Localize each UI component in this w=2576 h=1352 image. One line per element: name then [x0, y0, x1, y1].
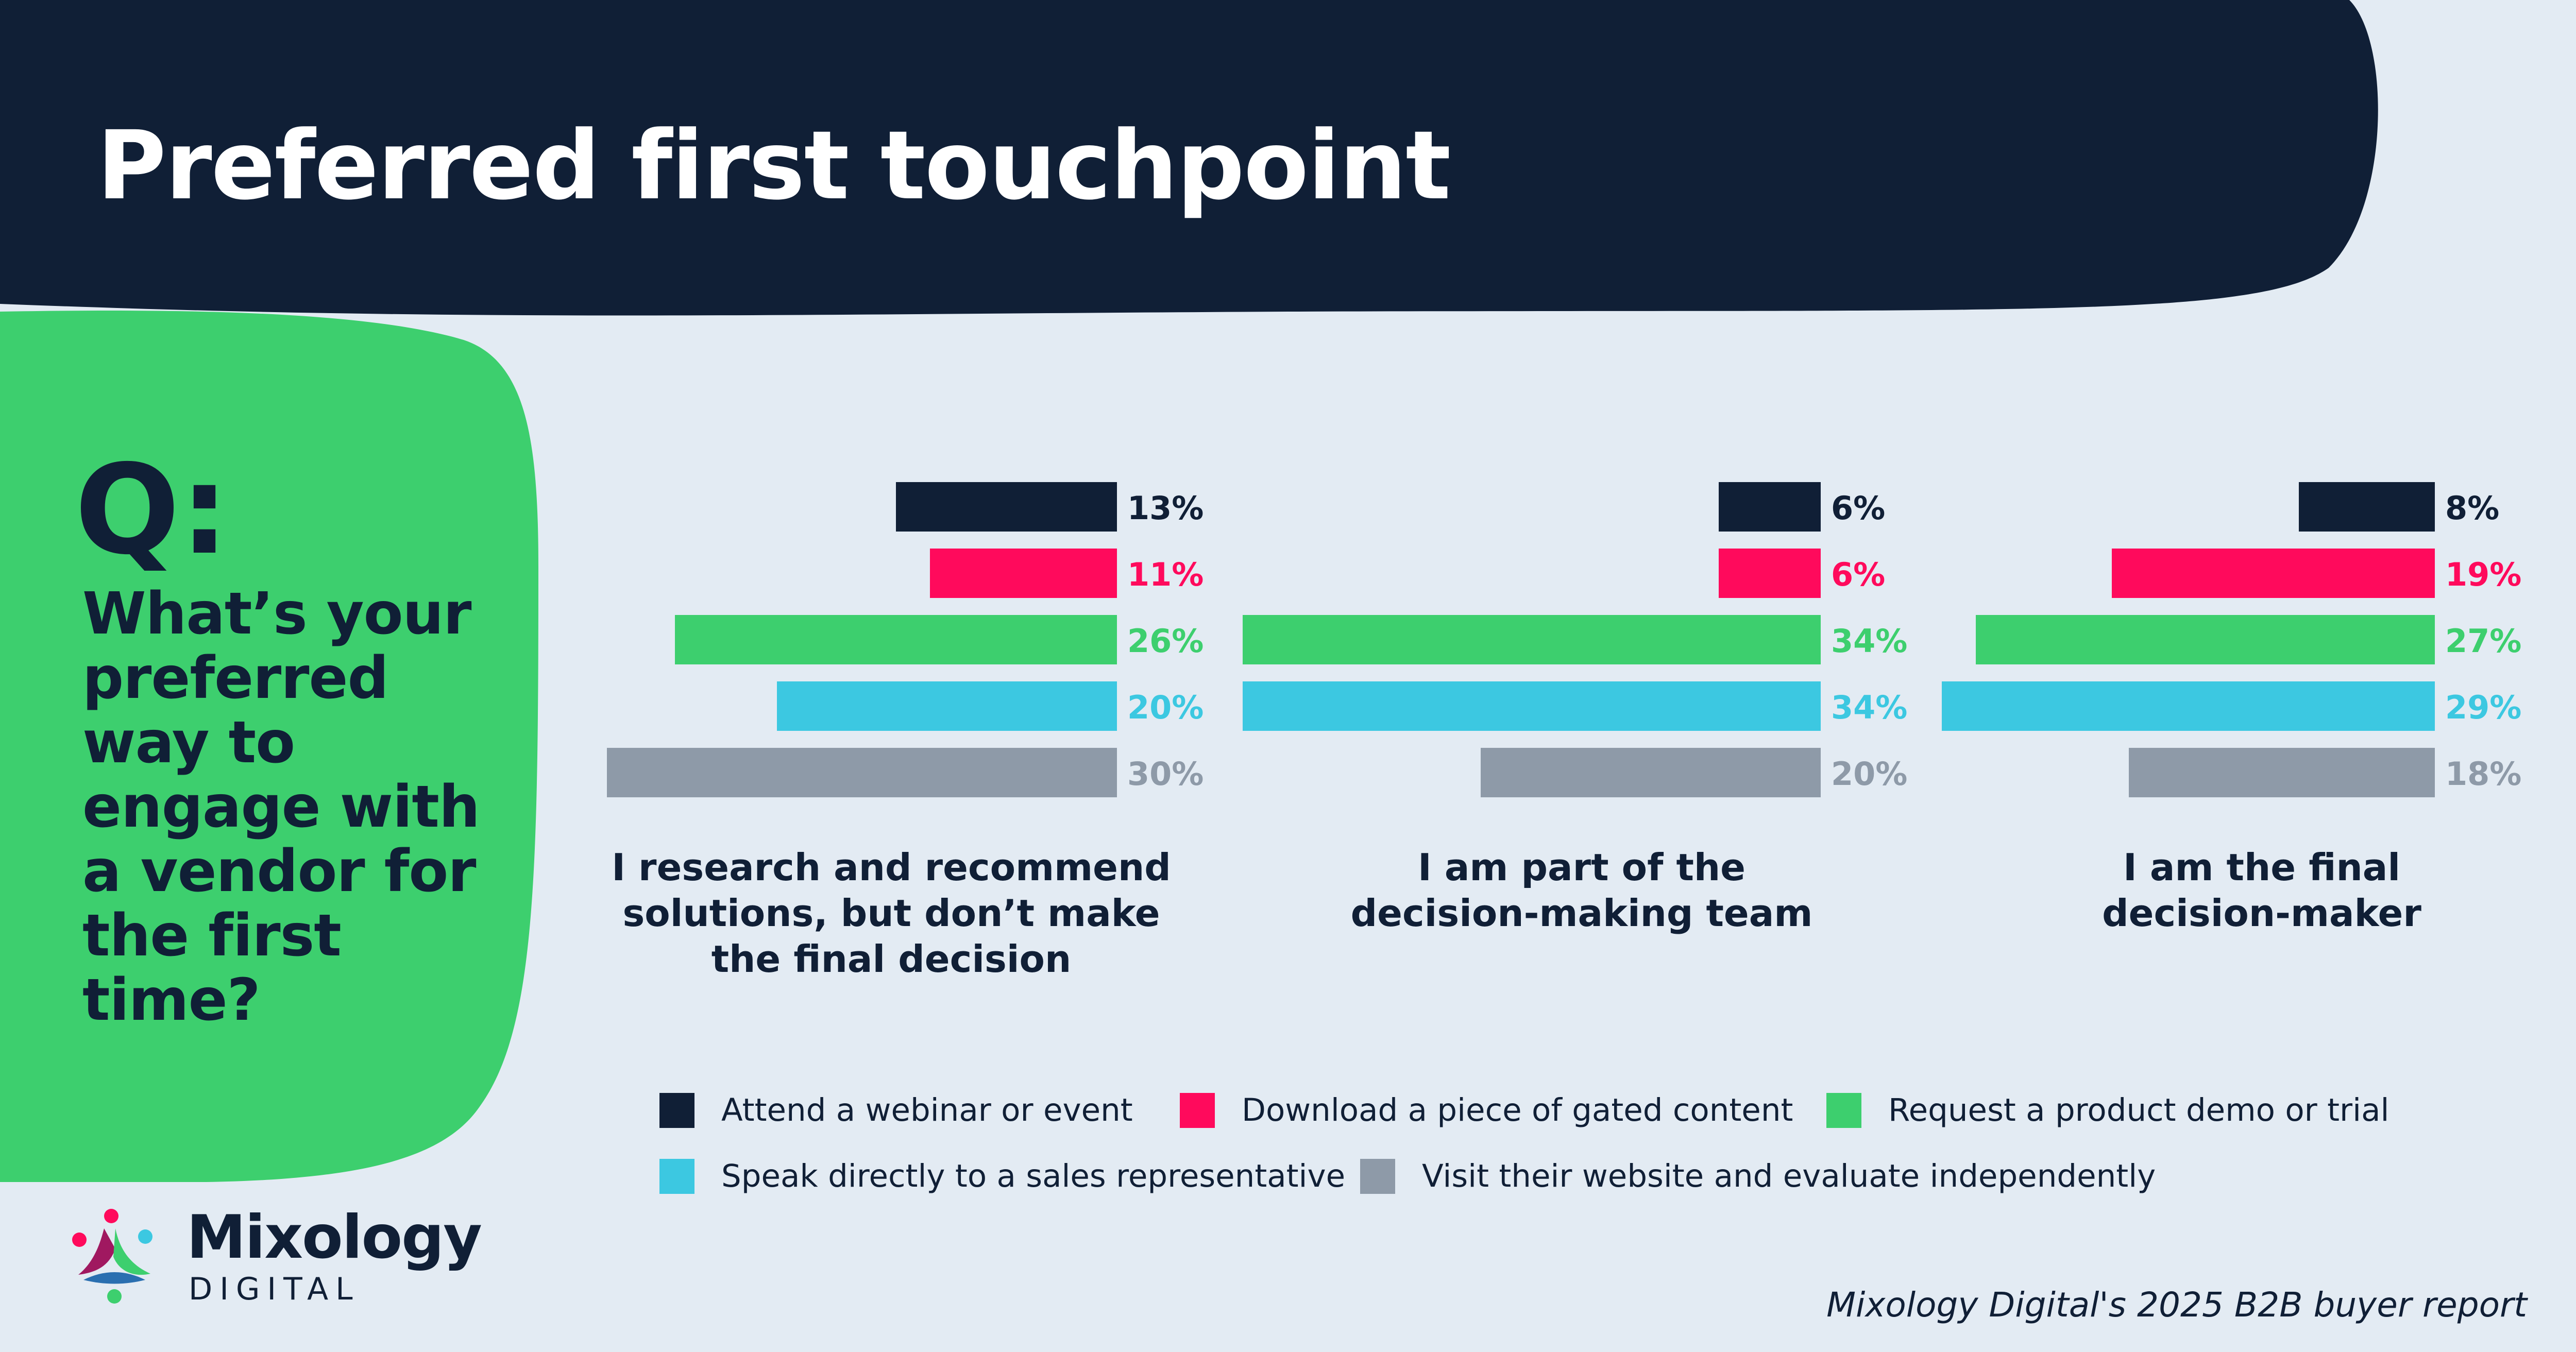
legend-swatch-website: [1360, 1158, 1395, 1194]
legend-item-website: Visit their website and evaluate indepen…: [1360, 1158, 2156, 1194]
question-marker: Q:: [75, 438, 229, 582]
value-label-final-sales-rep: 29%: [2445, 689, 2521, 726]
value-label-team-website: 20%: [1831, 755, 1907, 793]
value-label-team-gated-content: 6%: [1831, 556, 1885, 593]
legend-label-website: Visit their website and evaluate indepen…: [1422, 1158, 2156, 1194]
bar-final-gated-content: [2112, 549, 2435, 598]
logo-wordmark: Mixology: [187, 1203, 482, 1272]
bar-researcher-webinar: [896, 482, 1117, 532]
bar-final-webinar: [2299, 482, 2435, 532]
bar-team-sales-rep: [1243, 681, 1821, 731]
logo-mark-icon: [72, 1209, 152, 1304]
legend-swatch-sales-rep: [659, 1158, 694, 1194]
bar-final-website: [2129, 748, 2435, 797]
value-label-team-demo: 34%: [1831, 622, 1907, 660]
bar-researcher-website: [607, 748, 1117, 797]
legend-item-sales-rep: Speak directly to a sales representative: [659, 1158, 1345, 1194]
bar-team-webinar: [1719, 482, 1821, 532]
question-text: What’s your preferred way to engage with…: [82, 580, 480, 1034]
question-panel: [0, 311, 538, 1183]
legend-label-sales-rep: Speak directly to a sales representative: [721, 1158, 1346, 1194]
bar-researcher-gated-content: [930, 549, 1117, 598]
logo-subtitle: DIGITAL: [189, 1271, 360, 1307]
value-label-researcher-website: 30%: [1127, 755, 1204, 793]
group-label-researcher: I research and recommend solutions, but …: [612, 846, 1171, 981]
value-label-researcher-webinar: 13%: [1127, 489, 1204, 527]
legend-swatch-gated-content: [1180, 1092, 1215, 1128]
value-label-researcher-gated-content: 11%: [1127, 556, 1204, 593]
group-label-final: I am the final decision-maker: [2102, 846, 2421, 935]
value-label-final-webinar: 8%: [2445, 489, 2499, 527]
bar-team-gated-content: [1719, 549, 1821, 598]
page-title: Preferred first touchpoint: [97, 111, 1451, 221]
legend-label-gated-content: Download a piece of gated content: [1242, 1092, 1793, 1128]
legend-swatch-webinar: [659, 1092, 694, 1128]
legend-item-webinar: Attend a webinar or event: [659, 1092, 1133, 1128]
bar-researcher-sales-rep: [777, 681, 1117, 731]
value-label-final-gated-content: 19%: [2445, 556, 2521, 593]
bar-final-demo: [1976, 615, 2435, 664]
source-note: Mixology Digital's 2025 B2B buyer report: [1826, 1285, 2527, 1325]
bar-team-website: [1481, 748, 1821, 797]
legend-label-webinar: Attend a webinar or event: [721, 1092, 1133, 1128]
bar-final-sales-rep: [1942, 681, 2435, 731]
bar-team-demo: [1243, 615, 1821, 664]
value-label-team-sales-rep: 34%: [1831, 689, 1907, 726]
legend-item-demo: Request a product demo or trial: [1826, 1092, 2389, 1128]
value-label-researcher-sales-rep: 20%: [1127, 689, 1204, 726]
value-label-final-website: 18%: [2445, 755, 2521, 793]
legend-label-demo: Request a product demo or trial: [1888, 1092, 2389, 1128]
header-banner: [0, 0, 2378, 316]
legend-item-gated-content: Download a piece of gated content: [1180, 1092, 1793, 1128]
mixology-logo: Mixology DIGITAL: [68, 1208, 482, 1311]
group-label-team: I am part of the decision-making team: [1350, 846, 1813, 935]
value-label-final-demo: 27%: [2445, 622, 2521, 660]
bar-researcher-demo: [675, 615, 1117, 664]
value-label-researcher-demo: 26%: [1127, 622, 1204, 660]
value-label-team-webinar: 6%: [1831, 489, 1885, 527]
legend-swatch-demo: [1826, 1092, 1861, 1128]
